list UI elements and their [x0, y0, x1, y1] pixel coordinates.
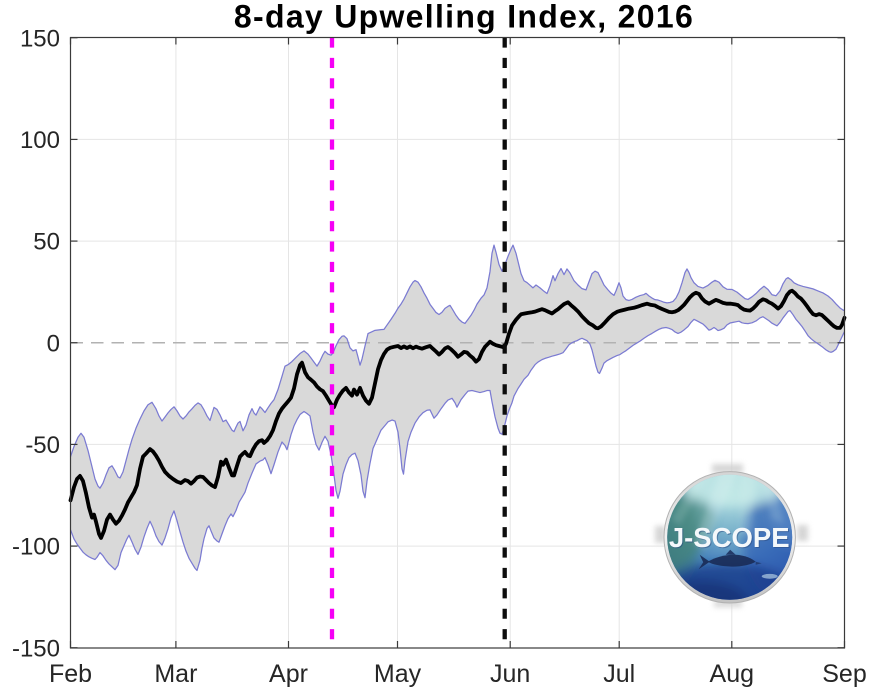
- svg-text:May: May: [374, 660, 422, 688]
- svg-text:0: 0: [47, 330, 60, 357]
- svg-text:Apr: Apr: [269, 660, 308, 688]
- svg-text:Jun: Jun: [490, 660, 530, 688]
- svg-text:8-day Upwelling Index, 2016: 8-day Upwelling Index, 2016: [234, 0, 694, 35]
- svg-text:-50: -50: [25, 432, 60, 459]
- svg-text:Feb: Feb: [49, 660, 92, 688]
- svg-text:Sep: Sep: [822, 660, 866, 688]
- svg-text:J-SCOPE: J-SCOPE: [669, 522, 790, 553]
- svg-text:Jul: Jul: [603, 660, 635, 688]
- svg-text:150: 150: [20, 25, 60, 52]
- svg-text:-100: -100: [12, 534, 60, 561]
- svg-text:100: 100: [20, 127, 60, 154]
- svg-text:J-SCOPE: J-SCOPE: [670, 523, 791, 554]
- svg-text:-150: -150: [12, 635, 60, 662]
- svg-text:Mar: Mar: [154, 660, 197, 688]
- svg-text:50: 50: [33, 229, 60, 256]
- svg-text:Aug: Aug: [710, 660, 754, 688]
